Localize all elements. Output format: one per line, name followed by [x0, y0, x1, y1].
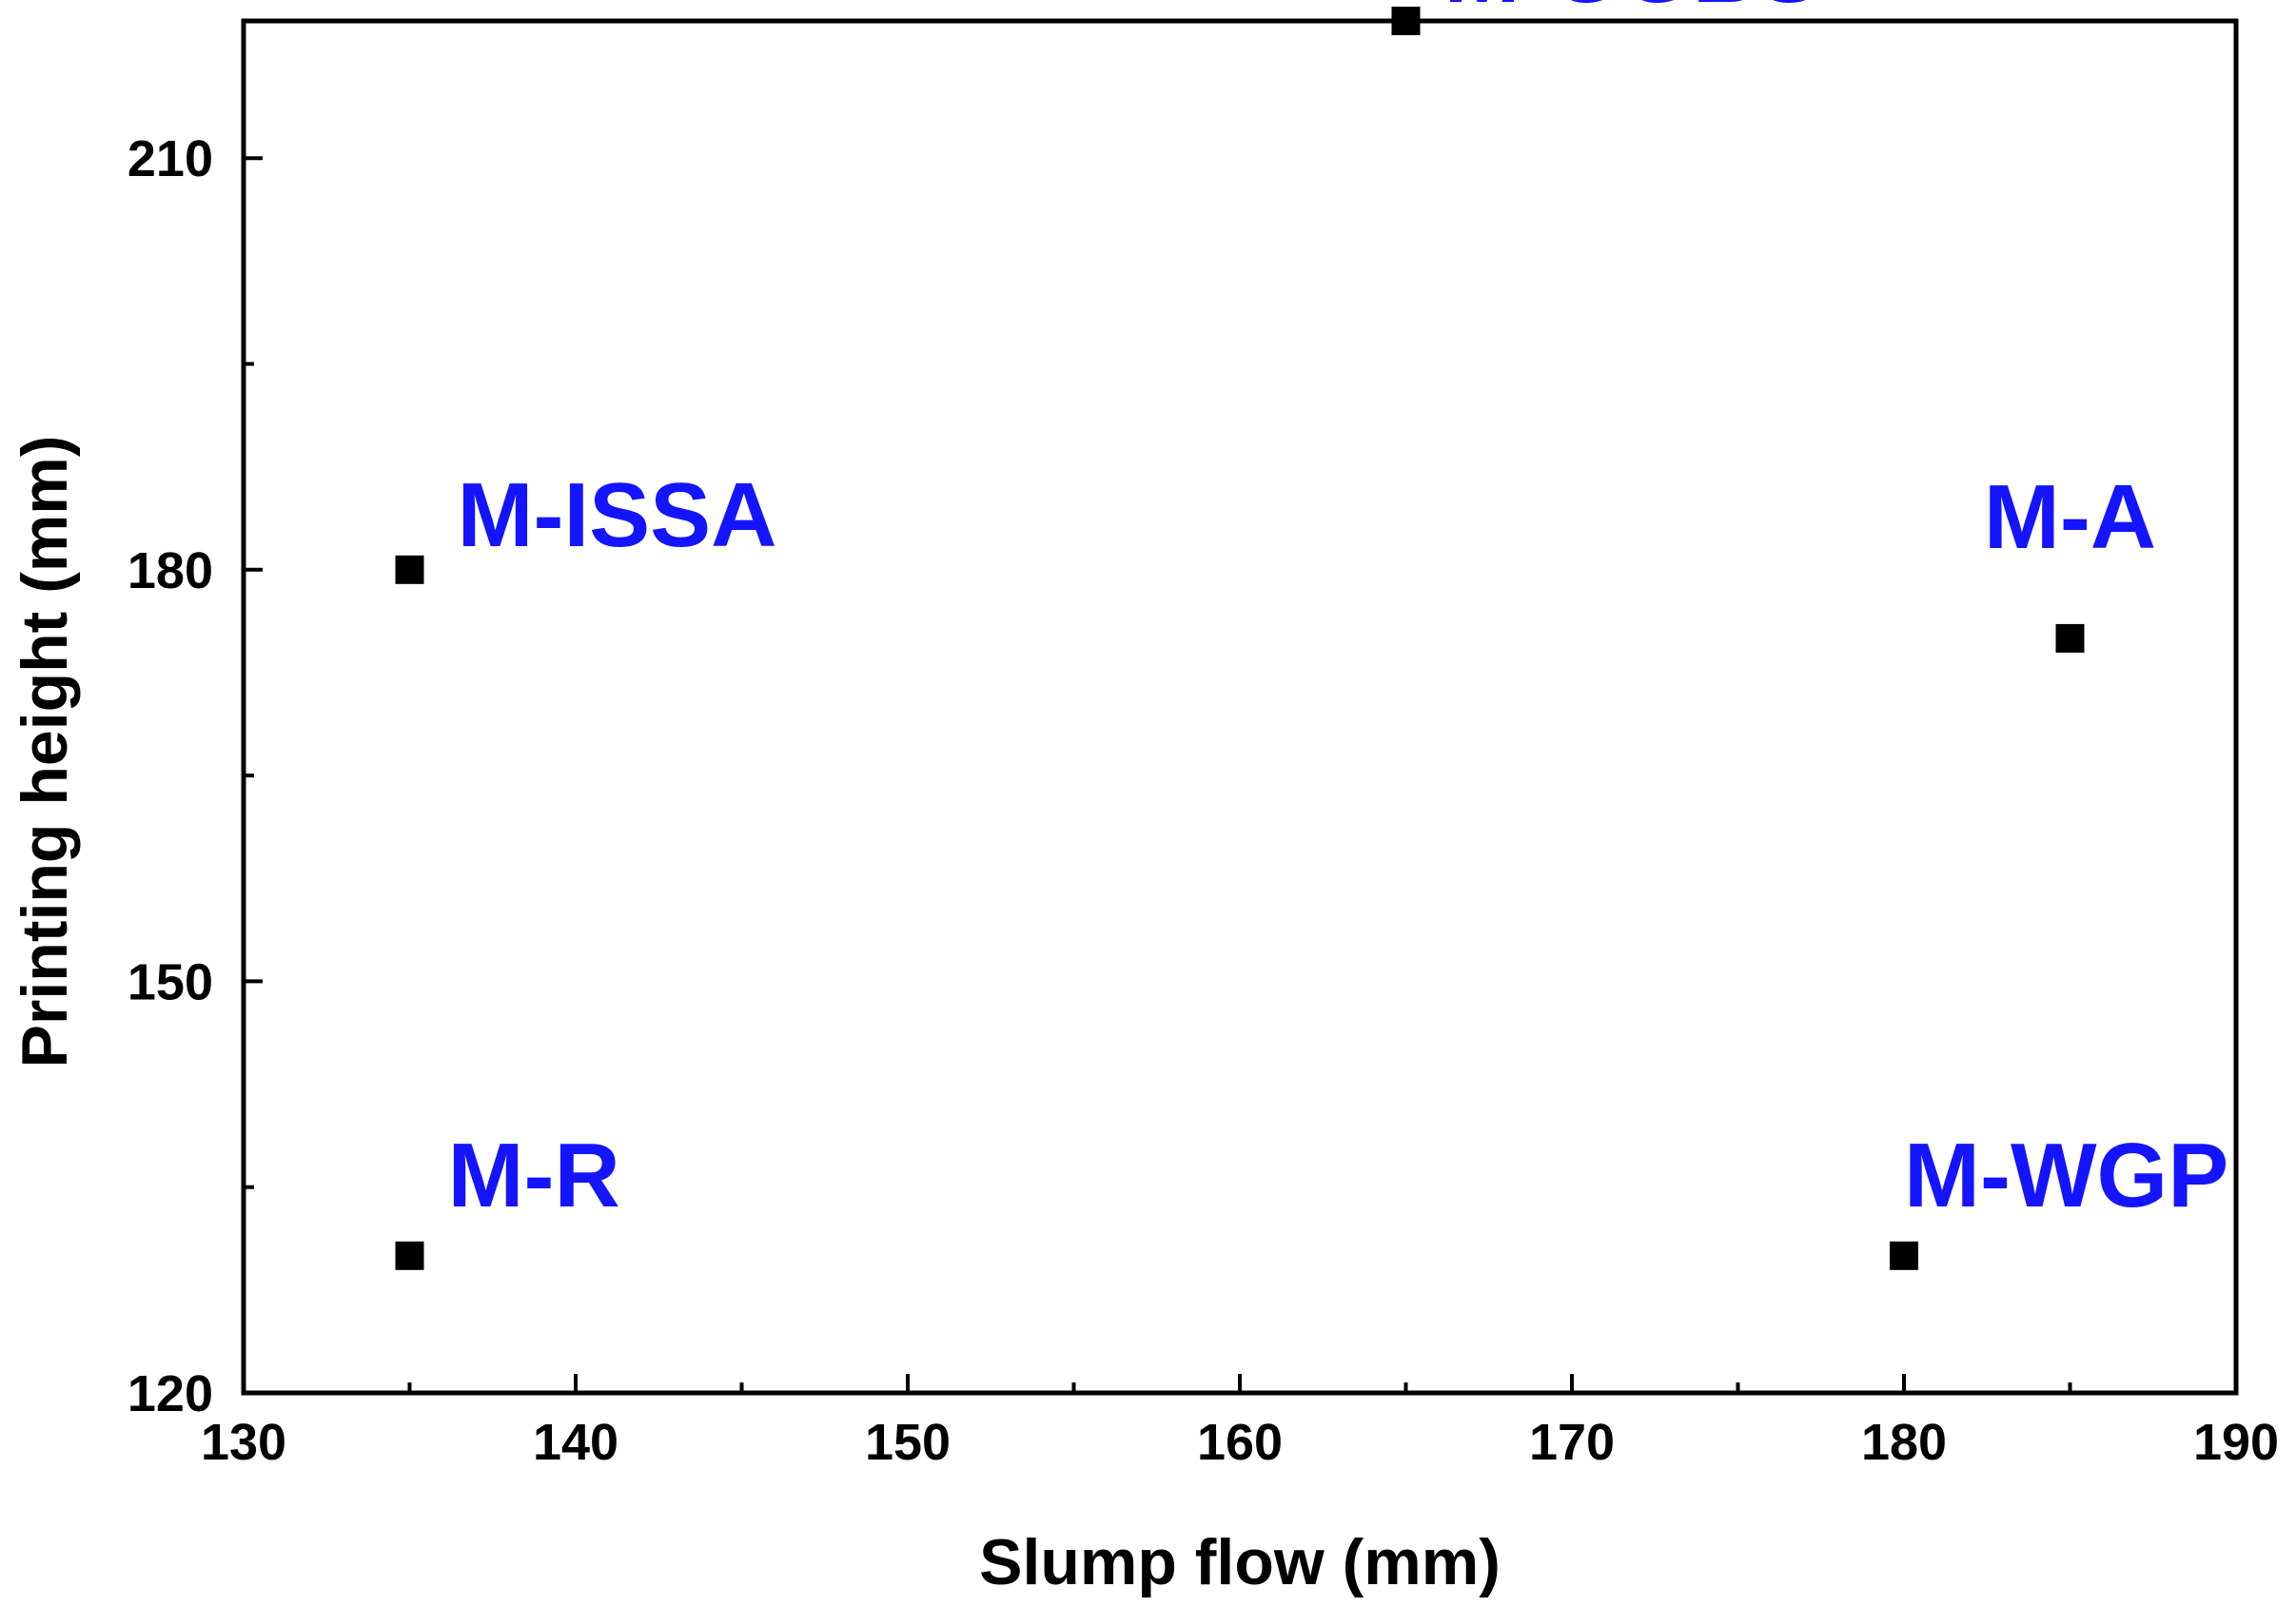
y-tick-label: 180 — [128, 542, 213, 599]
x-tick-label: 140 — [533, 1414, 618, 1471]
point-label-m-wgp: M-WGP — [1904, 1125, 2228, 1226]
x-tick-label: 170 — [1529, 1414, 1615, 1471]
x-axis-title: Slump flow (mm) — [979, 1526, 1501, 1598]
data-point-labels: M-GGBS M-ISSA M-A M-R M-WGP — [448, 0, 2229, 1226]
point-m-r — [395, 1241, 424, 1270]
point-label-m-issa: M-ISSA — [458, 464, 777, 566]
axis-tick-labels: 130 140 150 160 170 180 190 120 150 180 210 — [128, 130, 2279, 1471]
point-label-m-r: M-R — [448, 1125, 620, 1226]
x-tick-label: 160 — [1197, 1414, 1283, 1471]
x-tick-label: 190 — [2193, 1414, 2279, 1471]
data-points — [395, 7, 2085, 1270]
y-tick-label: 210 — [128, 130, 213, 187]
point-m-wgp — [1890, 1241, 1918, 1270]
y-axis-title: Printing height (mm) — [9, 436, 81, 1068]
point-label-m-a: M-A — [1984, 466, 2156, 568]
point-m-ggbs — [1391, 7, 1421, 35]
axis-ticks — [242, 156, 2238, 1395]
y-tick-label: 120 — [128, 1365, 213, 1422]
x-tick-label: 180 — [1861, 1414, 1947, 1471]
x-tick-label: 130 — [201, 1414, 286, 1471]
point-m-a — [2055, 623, 2085, 653]
x-tick-label: 150 — [865, 1414, 951, 1471]
point-m-issa — [395, 555, 424, 584]
y-tick-label: 150 — [128, 953, 213, 1010]
point-label-m-ggbs: M-GGBS — [1444, 0, 1820, 22]
